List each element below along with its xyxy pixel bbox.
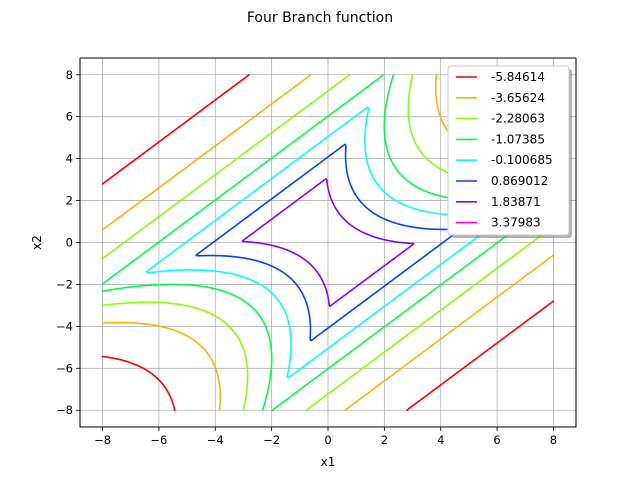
axis-ticks: −8 −6 −4 −2 0 2 4 6 8 −8 −6 −4 −2 0 2 4 6 8 xyxy=(56,68,557,447)
y-tick-label-6: 4 xyxy=(66,152,73,166)
x-tick-label-2: −4 xyxy=(207,433,224,447)
x-axis-label: x1 xyxy=(321,455,336,469)
legend-label-5: 0.869012 xyxy=(491,174,548,188)
legend-label-2: -2.28063 xyxy=(491,112,545,126)
y-axis-label: x2 xyxy=(30,235,44,250)
y-tick-label-1: −6 xyxy=(56,361,73,375)
y-tick-label-0: −8 xyxy=(56,403,73,417)
legend-label-1: -3.65624 xyxy=(491,91,545,105)
legend-label-6: 1.83871 xyxy=(491,195,541,209)
x-tick-label-0: −8 xyxy=(94,433,111,447)
x-tick-label-8: 8 xyxy=(550,433,557,447)
y-tick-label-5: 2 xyxy=(66,194,73,208)
y-tick-label-4: 0 xyxy=(66,236,73,250)
x-tick-label-7: 6 xyxy=(493,433,500,447)
legend-label-0: -5.84614 xyxy=(491,70,545,84)
y-tick-label-7: 6 xyxy=(66,110,73,124)
legend-label-4: -0.100685 xyxy=(491,153,553,167)
x-tick-label-1: −6 xyxy=(150,433,167,447)
x-tick-label-5: 2 xyxy=(381,433,388,447)
legend-box xyxy=(447,65,570,236)
chart-title: Four Branch function xyxy=(247,10,393,26)
x-tick-label-3: −2 xyxy=(263,433,280,447)
y-tick-label-8: 8 xyxy=(66,68,73,82)
contour-level-6 xyxy=(241,178,415,307)
x-tick-label-6: 4 xyxy=(437,433,444,447)
legend-label-7: 3.37983 xyxy=(491,216,541,230)
y-tick-label-2: −4 xyxy=(56,319,73,333)
legend-label-3: -1.07385 xyxy=(491,132,545,146)
legend: -5.84614 -3.65624 -2.28063 -1.07385 -0.10068… xyxy=(447,65,572,238)
x-tick-label-4: 0 xyxy=(324,433,331,447)
y-tick-label-3: −2 xyxy=(56,277,73,291)
